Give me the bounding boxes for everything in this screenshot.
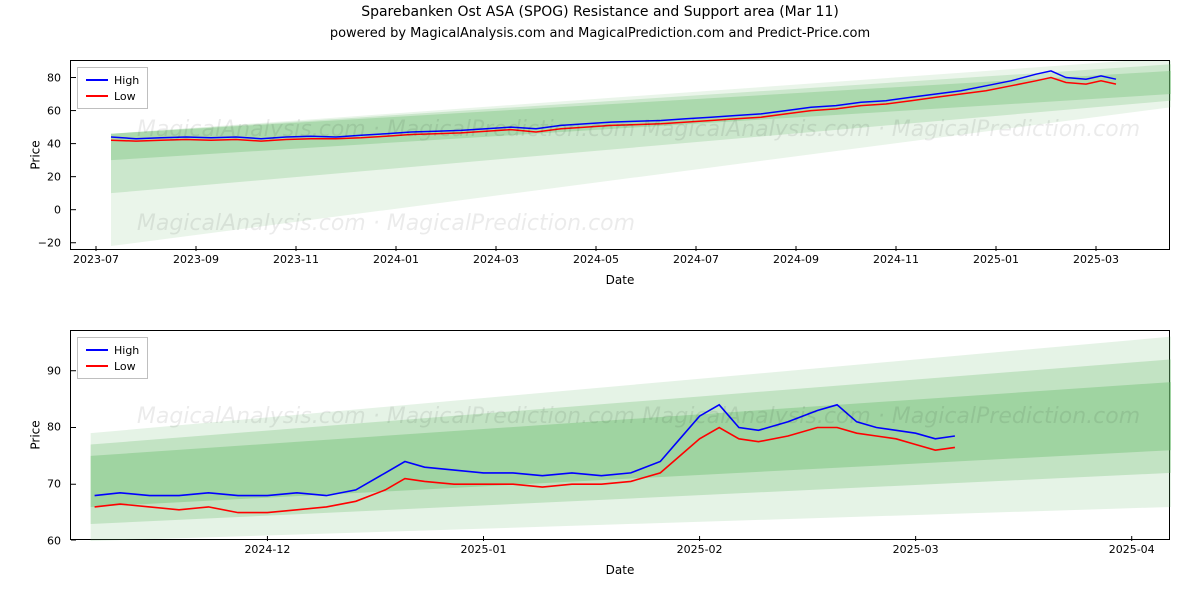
y-tick-label: 40 xyxy=(47,137,61,150)
legend-swatch-low xyxy=(86,365,108,367)
legend-label-low: Low xyxy=(114,360,136,373)
x-tick-label: 2024-12 xyxy=(244,543,290,556)
x-tick-label: 2025-01 xyxy=(461,543,507,556)
x-tick-label: 2024-11 xyxy=(873,253,919,266)
chart-title: Sparebanken Ost ASA (SPOG) Resistance an… xyxy=(0,4,1200,20)
y-tick-label: 80 xyxy=(47,421,61,434)
legend-swatch-high xyxy=(86,349,108,351)
x-tick-label: 2024-05 xyxy=(573,253,619,266)
x-tick-label: 2023-09 xyxy=(173,253,219,266)
y-tick-label: 60 xyxy=(47,535,61,548)
x-tick-label: 2024-09 xyxy=(773,253,819,266)
legend-row-low: Low xyxy=(86,358,139,374)
x-tick-label: 2024-01 xyxy=(373,253,419,266)
chart-subtitle: powered by MagicalAnalysis.com and Magic… xyxy=(0,26,1200,41)
legend-top: High Low xyxy=(77,67,148,109)
x-tick-label: 2024-07 xyxy=(673,253,719,266)
x-tick-label: 2023-07 xyxy=(73,253,119,266)
chart-panel-bottom: MagicalAnalysis.com · MagicalPrediction.… xyxy=(70,330,1170,540)
x-tick-row-top: 2023-07 2023-09 2023-11 2024-01 2024-03 2024-… xyxy=(71,253,1169,269)
y-tick-label: 90 xyxy=(47,364,61,377)
x-axis-label-bottom: Date xyxy=(71,563,1169,577)
legend-label-low: Low xyxy=(114,90,136,103)
x-tick-label: 2025-03 xyxy=(1073,253,1119,266)
x-tick-row-bottom: 2024-12 2025-01 2025-02 2025-03 2025-04 xyxy=(71,543,1169,559)
x-tick-label: 2025-01 xyxy=(973,253,1019,266)
x-tick-label: 2025-03 xyxy=(893,543,939,556)
chart-panel-top: MagicalAnalysis.com · MagicalPrediction.… xyxy=(70,60,1170,250)
legend-row-high: High xyxy=(86,342,139,358)
y-tick-label: 80 xyxy=(47,71,61,84)
y-axis-label-top: Price xyxy=(29,140,43,169)
x-tick-label: 2024-03 xyxy=(473,253,519,266)
legend-row-high: High xyxy=(86,72,139,88)
legend-label-high: High xyxy=(114,74,139,87)
y-tick-label: −20 xyxy=(38,236,61,249)
x-axis-label-top: Date xyxy=(71,273,1169,287)
legend-swatch-high xyxy=(86,79,108,81)
chart-svg-bottom xyxy=(71,331,1171,541)
y-tick-label: 20 xyxy=(47,170,61,183)
y-axis-label-bottom: Price xyxy=(29,420,43,449)
y-tick-label: 60 xyxy=(47,104,61,117)
x-tick-label: 2025-02 xyxy=(677,543,723,556)
legend-label-high: High xyxy=(114,344,139,357)
chart-svg-top xyxy=(71,61,1171,251)
legend-row-low: Low xyxy=(86,88,139,104)
page-root: Sparebanken Ost ASA (SPOG) Resistance an… xyxy=(0,0,1200,600)
legend-swatch-low xyxy=(86,95,108,97)
legend-bottom: High Low xyxy=(77,337,148,379)
y-tick-label: 0 xyxy=(54,203,61,216)
x-tick-label: 2023-11 xyxy=(273,253,319,266)
x-tick-label: 2025-04 xyxy=(1109,543,1155,556)
y-tick-label: 70 xyxy=(47,478,61,491)
